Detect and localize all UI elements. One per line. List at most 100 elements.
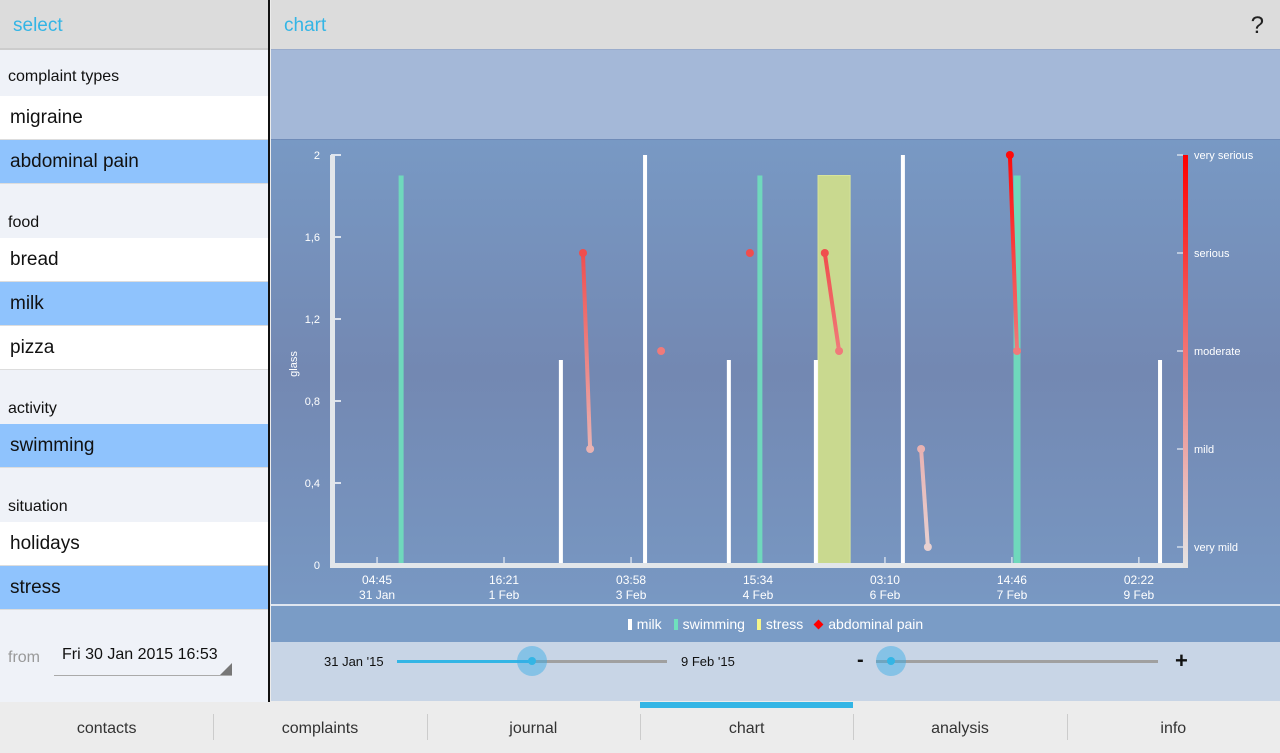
tab-chart[interactable]: chart xyxy=(639,702,854,753)
group-header: complaint types xyxy=(8,68,120,85)
x-tick-time: 14:46 xyxy=(997,573,1027,587)
zoom-out-button[interactable]: - xyxy=(857,649,864,671)
select-panel: select complaint types migraine abdominal … xyxy=(0,0,270,702)
chart-top-area xyxy=(271,50,1280,140)
tab-journal[interactable]: journal xyxy=(426,702,640,753)
chart-header: chart ? xyxy=(271,0,1280,50)
pain-line xyxy=(919,448,930,548)
bottom-tabs: contacts complaints journal chart analysis in… xyxy=(0,702,1280,753)
y-tick-label: 2 xyxy=(314,150,320,162)
legend-swatch xyxy=(756,619,761,630)
list-item-bread[interactable]: bread xyxy=(0,238,268,282)
legend-item: milk xyxy=(627,616,662,632)
list-item-swimming[interactable]: swimming xyxy=(0,424,268,468)
pain-point xyxy=(586,445,595,453)
legend-label: swimming xyxy=(682,616,745,632)
severity-tick-label: moderate xyxy=(1194,346,1240,358)
swimming-bar xyxy=(1013,175,1021,565)
pain-point xyxy=(657,347,666,355)
severity-axis xyxy=(1183,155,1188,568)
x-tick-date: 1 Feb xyxy=(489,588,520,602)
list-item-milk[interactable]: milk xyxy=(0,282,268,326)
x-tick-time: 03:10 xyxy=(870,573,900,587)
tab-complaints[interactable]: complaints xyxy=(213,702,426,753)
zoom-in-button[interactable]: + xyxy=(1175,648,1188,673)
pain-point xyxy=(579,249,588,257)
pain-point xyxy=(1005,151,1014,159)
x-tick-date: 9 Feb xyxy=(1124,588,1155,602)
milk-bar xyxy=(813,360,818,565)
pain-point xyxy=(917,445,926,453)
x-tick-time: 02:22 xyxy=(1124,573,1154,587)
chart-svg: 0 0,4 0,8 1,2 1,6 2 glass very mild mild moderate… xyxy=(288,150,1254,602)
tab-analysis[interactable]: analysis xyxy=(853,702,1066,753)
y-tick-label: 0,4 xyxy=(305,478,320,490)
legend-swatch xyxy=(627,619,632,630)
from-row: from Fri 30 Jan 2015 16:53 xyxy=(8,640,232,676)
tab-contacts[interactable]: contacts xyxy=(76,720,137,737)
legend-label: milk xyxy=(636,616,662,632)
list-item-pizza[interactable]: pizza xyxy=(0,326,268,370)
legend-label: stress xyxy=(765,616,804,632)
milk-bar xyxy=(726,360,731,565)
milk-bar xyxy=(558,360,563,565)
milk-bar xyxy=(1158,360,1163,565)
y-tick-label: 1,2 xyxy=(305,314,320,326)
y-axis-label: glass xyxy=(288,351,300,377)
legend-item: abdominal pain xyxy=(813,616,923,632)
group-header: activity xyxy=(8,400,57,417)
pain-line xyxy=(581,252,593,450)
severity-tick-label: very serious xyxy=(1194,150,1254,162)
severity-tick-label: very mild xyxy=(1194,542,1238,554)
pain-point xyxy=(835,347,844,355)
panel-title: select xyxy=(0,0,268,50)
pain-line xyxy=(1007,154,1020,352)
from-date-value: Fri 30 Jan 2015 16:53 xyxy=(62,646,218,663)
pain-point xyxy=(745,249,754,257)
dropdown-triangle-icon xyxy=(220,663,232,675)
y-tick-label: 0,8 xyxy=(305,396,320,408)
zoom-slider-track[interactable] xyxy=(876,660,1158,663)
x-tick-time: 03:58 xyxy=(616,573,646,587)
pain-point xyxy=(1013,347,1022,355)
list-item-holidays[interactable]: holidays xyxy=(0,522,268,566)
help-button[interactable]: ? xyxy=(1250,12,1264,39)
legend: milk swimming stress abdominal pain xyxy=(271,606,1280,642)
pain-point xyxy=(923,543,932,551)
from-label: from xyxy=(8,649,40,666)
milk-bar xyxy=(643,155,648,565)
chart-panel: chart ? 0 0,4 0,8 1,2 1,6 2 glass very mild mild… xyxy=(271,0,1280,702)
list-item-stress[interactable]: stress xyxy=(0,566,268,610)
list-item-abdominal-pain[interactable]: abdominal pain xyxy=(0,140,268,184)
x-tick-date: 7 Feb xyxy=(997,588,1028,602)
x-tick-date: 31 Jan xyxy=(359,588,395,602)
group-header: food xyxy=(8,214,40,231)
tab-info[interactable]: info xyxy=(1066,702,1280,753)
slider-area: 31 Jan '15 9 Feb '15 - + xyxy=(271,642,1280,701)
diamond-marker-icon xyxy=(813,619,824,630)
x-axis xyxy=(330,563,1188,568)
pain-point xyxy=(820,249,829,257)
stress-span xyxy=(817,175,851,566)
page-title: chart xyxy=(284,15,327,36)
legend-swatch xyxy=(673,619,678,630)
y-tick-label: 1,6 xyxy=(305,232,320,244)
swimming-bar xyxy=(757,175,763,565)
severity-tick-label: serious xyxy=(1194,248,1230,260)
y-tick-label: 0 xyxy=(314,560,320,572)
swimming-bar xyxy=(398,175,404,565)
group-header: situation xyxy=(8,498,68,515)
list-item-migraine[interactable]: migraine xyxy=(0,96,268,140)
range-slider-handle[interactable] xyxy=(517,646,547,676)
legend-item: swimming xyxy=(673,616,745,632)
range-end-label: 9 Feb '15 xyxy=(681,654,735,669)
x-tick-date: 3 Feb xyxy=(616,588,647,602)
range-slider-fill xyxy=(397,660,532,663)
x-tick-time: 16:21 xyxy=(489,573,519,587)
x-tick-time: 15:34 xyxy=(743,573,773,587)
milk-bar xyxy=(900,155,905,565)
zoom-slider-handle[interactable] xyxy=(876,646,906,676)
severity-tick-label: mild xyxy=(1194,444,1214,456)
from-date-picker[interactable]: Fri 30 Jan 2015 16:53 xyxy=(54,640,232,676)
x-tick-time: 04:45 xyxy=(362,573,392,587)
